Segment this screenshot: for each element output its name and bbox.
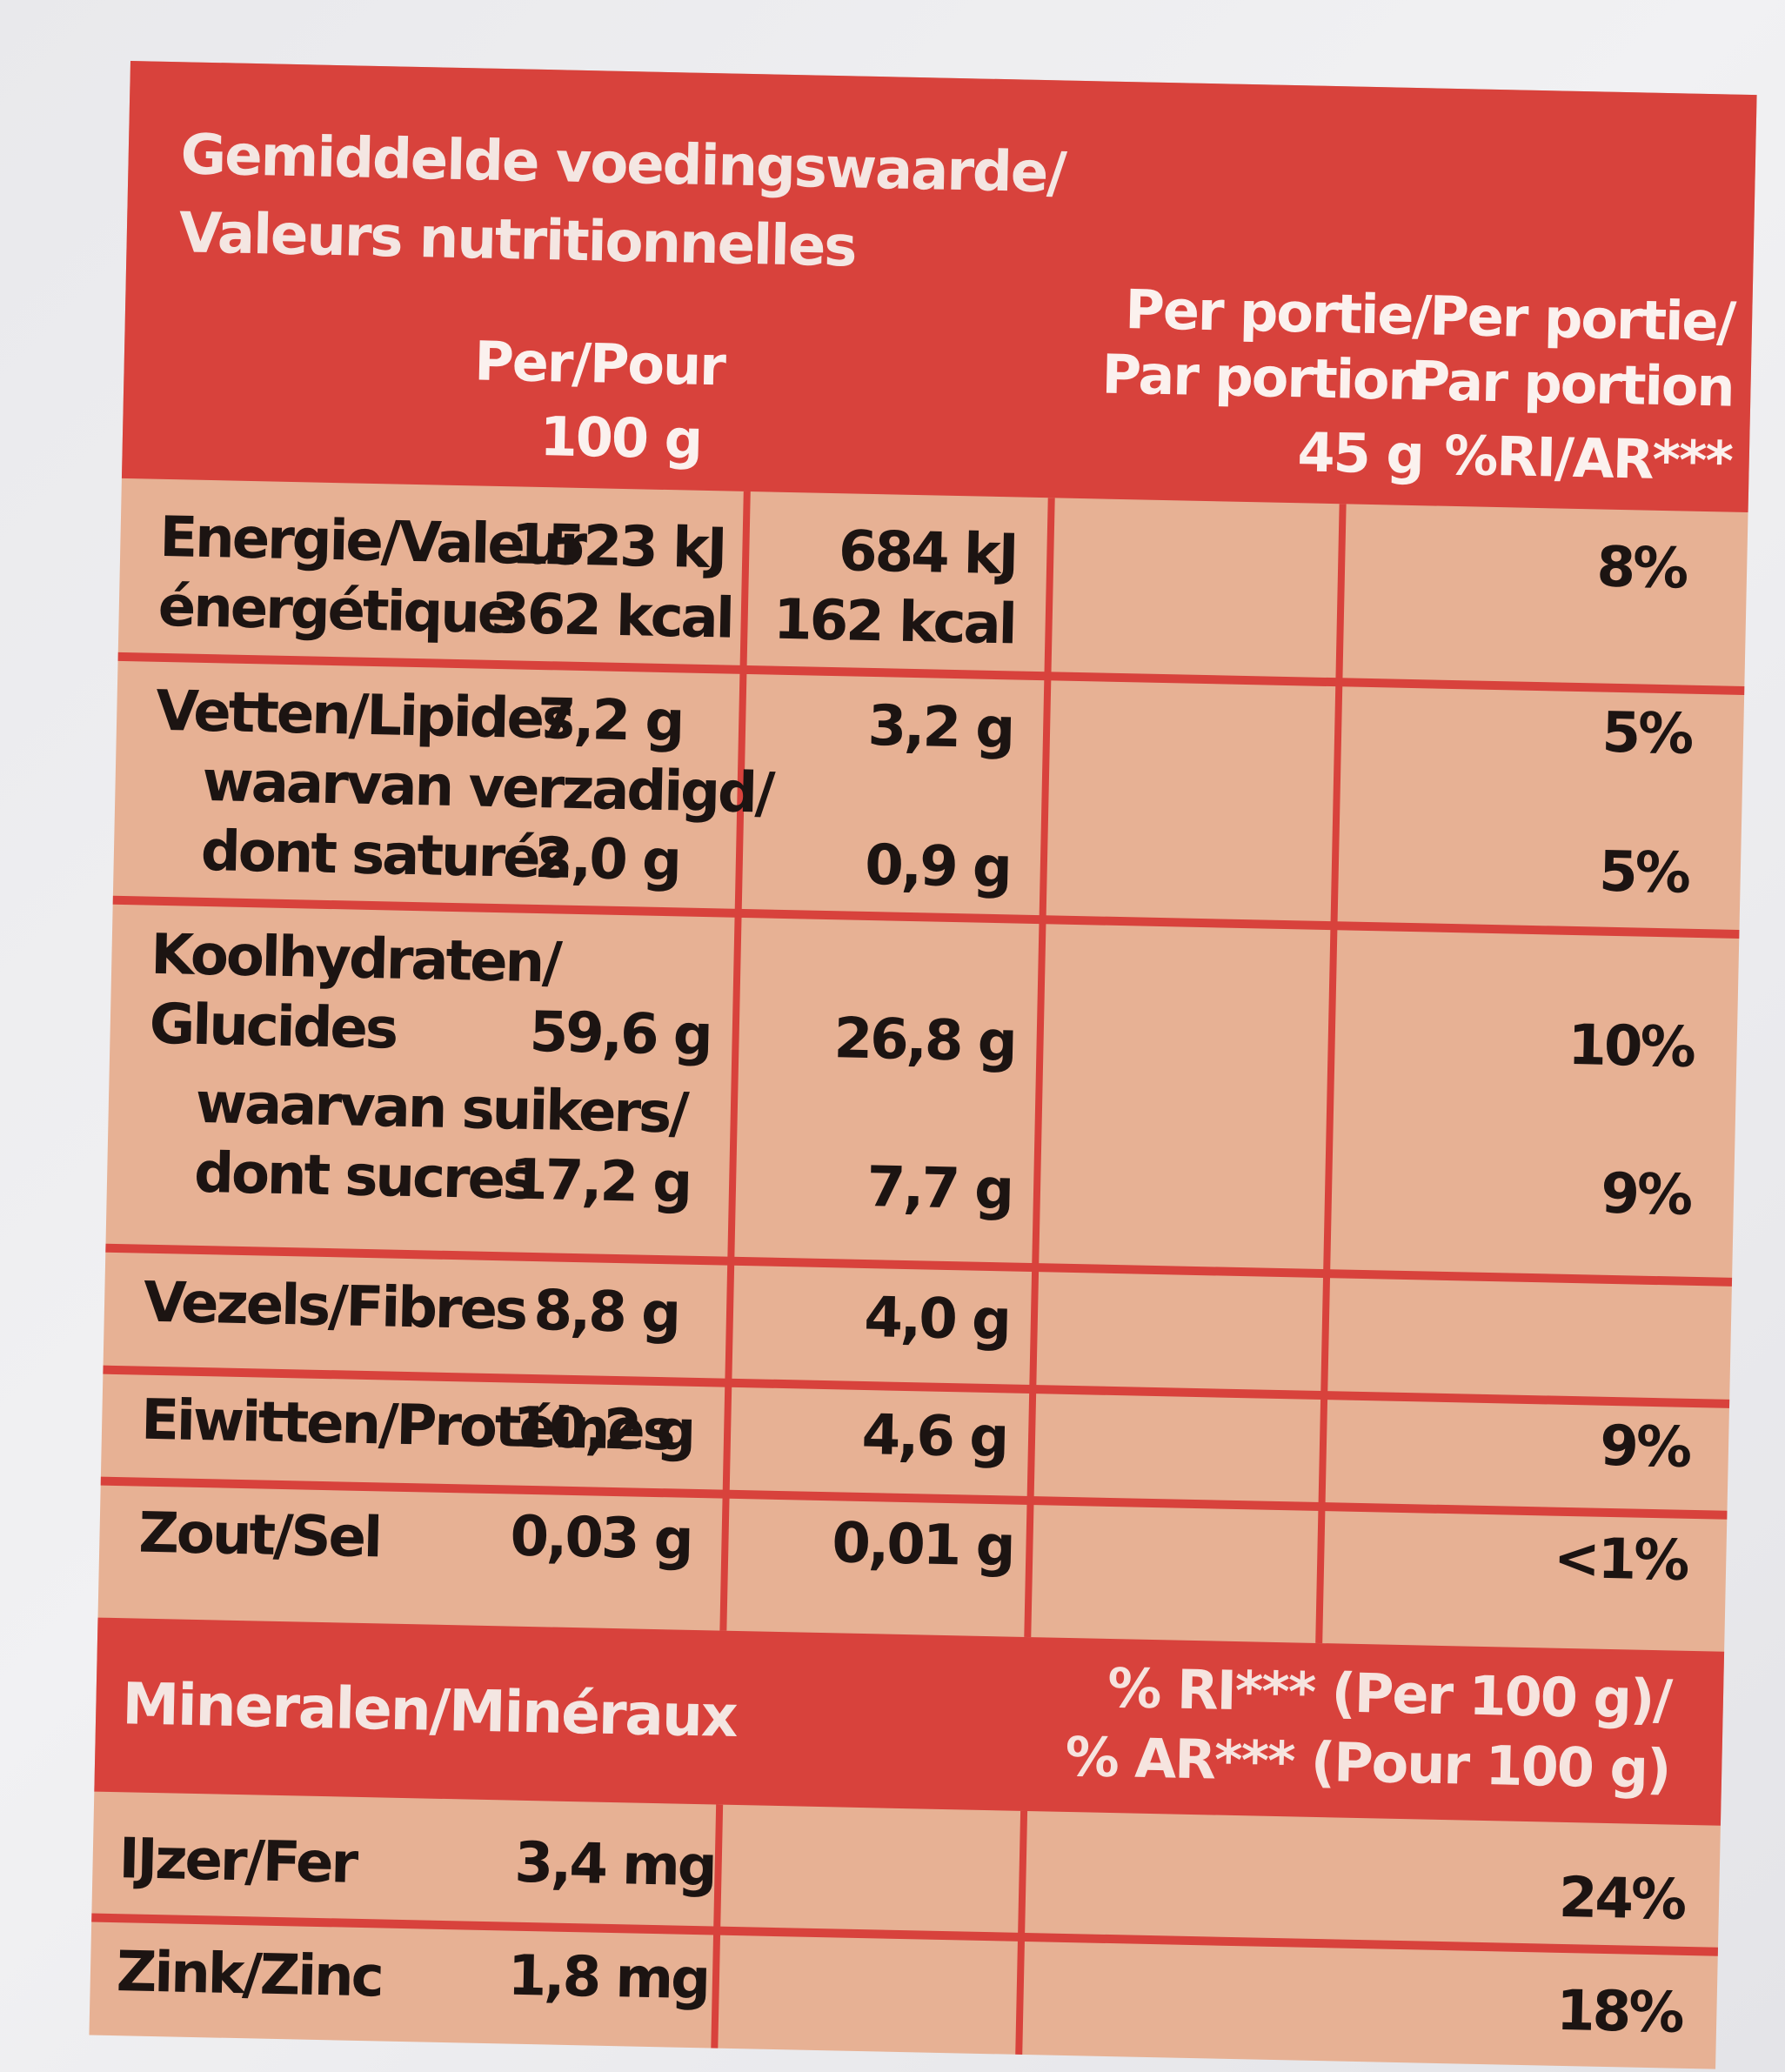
protein-ri: 9% — [1599, 1414, 1690, 1480]
fat-ri: 5% — [1601, 700, 1692, 767]
zinc-ri: 18% — [1555, 1978, 1683, 2046]
carbs-label-fr: Glucides — [149, 992, 397, 1062]
fat-per100: 7,2 g — [537, 686, 683, 755]
sugars-label-fr: dont sucres — [193, 1140, 534, 1213]
column-divider — [1024, 498, 1055, 1638]
col2-header-line3: 45 g — [1296, 420, 1424, 487]
minerals-title: Mineralen/Minéraux — [121, 1670, 738, 1750]
energy-label-fr: énergétique — [157, 574, 514, 647]
fat-label: Vetten/Lipides — [155, 678, 573, 752]
protein-portion: 4,6 g — [860, 1402, 1007, 1471]
saturated-portion: 0,9 g — [864, 832, 1011, 901]
zinc-label: Zink/Zinc — [116, 1940, 383, 2010]
fibre-per100: 8,8 g — [532, 1279, 679, 1347]
saturated-ri: 5% — [1598, 839, 1689, 906]
energy-portion-kj: 684 kJ — [838, 519, 1018, 588]
salt-portion: 0,01 g — [831, 1511, 1014, 1580]
col3-header-line2: Par portion — [1409, 348, 1735, 419]
title-dutch: Gemiddelde voedingswaarde/ — [179, 123, 1066, 206]
energy-portion-kcal: 162 kcal — [772, 587, 1016, 658]
column-divider — [1315, 504, 1347, 1644]
saturated-label-fr: dont saturés — [200, 819, 570, 892]
col3-header-line3: %RI/AR*** — [1443, 423, 1733, 493]
sugars-portion: 7,7 g — [866, 1155, 1013, 1223]
nutrition-label: Gemiddelde voedingswaarde/ Valeurs nutri… — [89, 61, 1757, 2069]
saturated-label: waarvan verzadigd/ — [201, 749, 773, 826]
sugars-label: waarvan suikers/ — [195, 1071, 688, 1146]
iron-per100: 3,4 mg — [513, 1830, 716, 1900]
col2-header-line1: Per portie/ — [1124, 277, 1431, 348]
col3-header-line1: Per portie/ — [1428, 284, 1735, 354]
energy-per100-kcal: 362 kcal — [490, 581, 733, 652]
salt-ri: <1% — [1553, 1526, 1688, 1594]
col2-header-line2: Par portion — [1100, 342, 1426, 413]
column-divider — [719, 491, 751, 1631]
zinc-per100: 1,8 mg — [507, 1943, 709, 2013]
sugars-per100: 17,2 g — [508, 1147, 691, 1216]
salt-per100: 0,03 g — [509, 1504, 692, 1573]
energy-ri: 8% — [1595, 535, 1687, 602]
title-french: Valeurs nutritionnelles — [178, 201, 857, 280]
col1-header-line1: Per/Pour — [473, 329, 725, 398]
fat-portion: 3,2 g — [866, 693, 1013, 762]
saturated-per100: 2,0 g — [533, 825, 680, 894]
fibre-label: Vezels/Fibres — [143, 1270, 526, 1343]
carbs-portion: 26,8 g — [832, 1006, 1016, 1075]
carbs-per100: 59,6 g — [528, 999, 712, 1069]
col1-header-line2: 100 g — [538, 404, 702, 471]
carbs-ri: 10% — [1567, 1013, 1695, 1080]
iron-label: IJzer/Fer — [117, 1827, 357, 1896]
minerals-ri-header-line1: % RI*** (Per 100 g)/ — [1106, 1655, 1672, 1732]
table-header: Gemiddelde voedingswaarde/ Valeurs nutri… — [121, 61, 1757, 513]
protein-per100: 10,2 g — [511, 1395, 694, 1464]
salt-label: Zout/Sel — [137, 1501, 381, 1571]
energy-per100-kj: 1523 kJ — [510, 512, 726, 582]
sugars-ri: 9% — [1600, 1161, 1691, 1228]
fibre-portion: 4,0 g — [863, 1285, 1010, 1353]
minerals-header: Mineralen/Minéraux % RI*** (Per 100 g)/ … — [94, 1617, 1725, 1826]
iron-ri: 24% — [1558, 1865, 1685, 1933]
carbs-label: Koolhydraten/ — [150, 922, 561, 996]
minerals-ri-header-line2: % AR*** (Pour 100 g) — [1064, 1724, 1671, 1801]
